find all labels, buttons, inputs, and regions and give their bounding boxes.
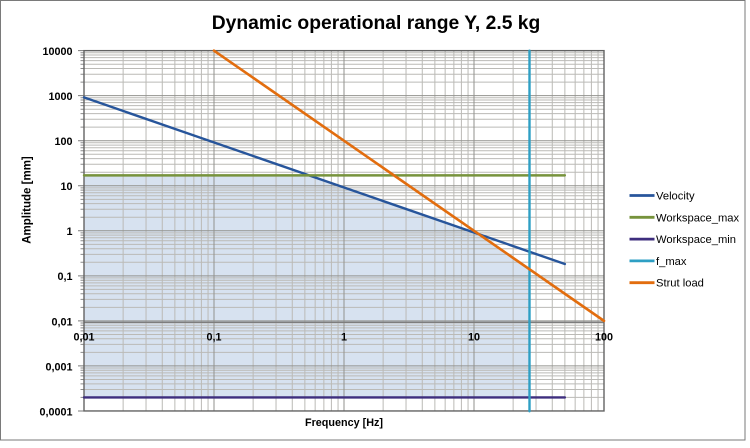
svg-text:100: 100 — [595, 332, 613, 344]
svg-text:10000: 10000 — [42, 46, 72, 58]
svg-text:1: 1 — [341, 332, 347, 344]
svg-text:0,01: 0,01 — [73, 332, 94, 344]
svg-text:0,1: 0,1 — [206, 332, 221, 344]
svg-text:100: 100 — [54, 136, 72, 148]
svg-text:10: 10 — [60, 181, 72, 193]
svg-text:1: 1 — [66, 226, 72, 238]
svg-text:0,01: 0,01 — [51, 316, 72, 328]
svg-text:Workspace_min: Workspace_min — [656, 234, 736, 246]
svg-text:f_max: f_max — [656, 256, 687, 268]
svg-text:0,001: 0,001 — [45, 361, 72, 373]
svg-text:10: 10 — [468, 332, 480, 344]
svg-text:Workspace_max: Workspace_max — [656, 212, 740, 224]
svg-text:Amplitude [mm]: Amplitude [mm] — [22, 156, 34, 244]
svg-text:Velocity: Velocity — [656, 191, 695, 203]
svg-text:1000: 1000 — [48, 91, 72, 103]
svg-text:Frequency [Hz]: Frequency [Hz] — [305, 417, 383, 429]
svg-text:Strut load: Strut load — [656, 278, 704, 290]
svg-text:0,0001: 0,0001 — [39, 406, 72, 418]
svg-text:Dynamic operational range Y, 2: Dynamic operational range Y, 2.5 kg — [212, 13, 541, 34]
svg-text:0,1: 0,1 — [57, 271, 72, 283]
